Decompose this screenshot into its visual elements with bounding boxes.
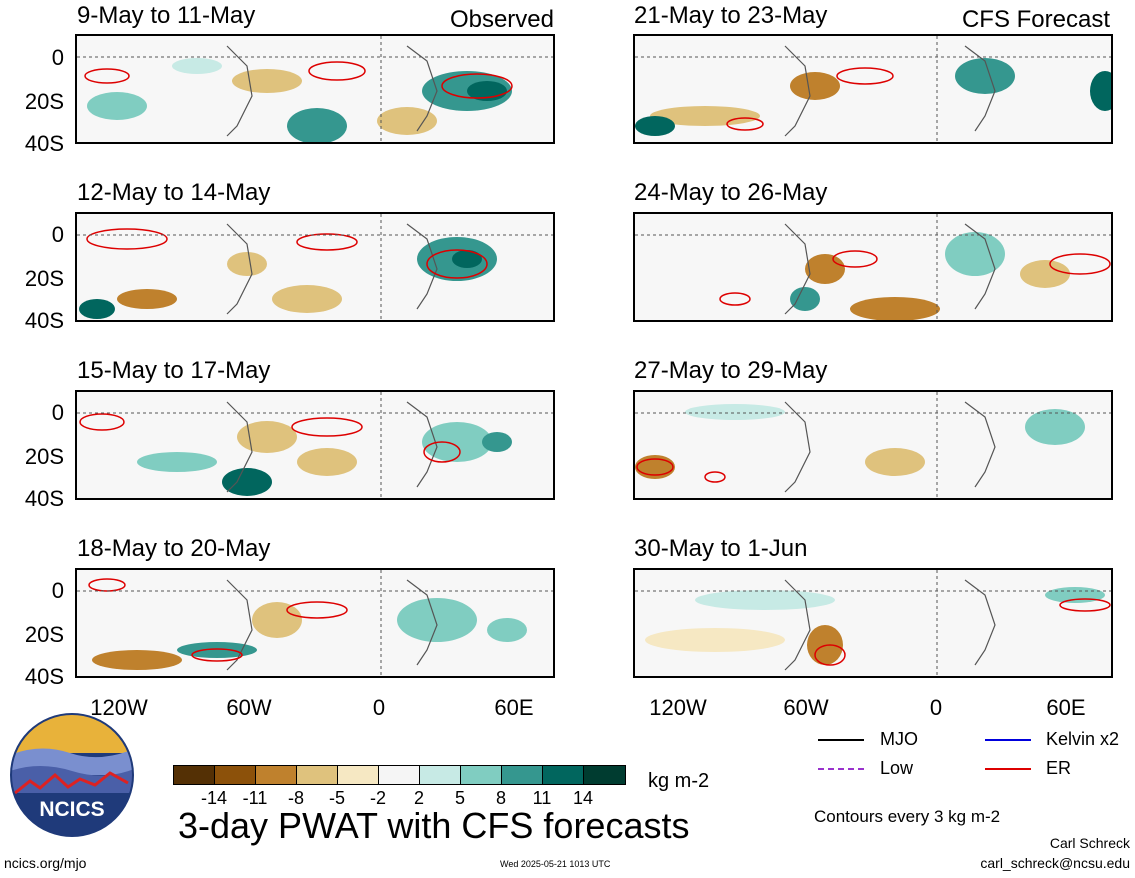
lat-label-40s: 40S xyxy=(24,308,64,333)
colorbar-swatch xyxy=(255,765,297,785)
pwat-map-4 xyxy=(77,570,553,676)
map-panel xyxy=(75,568,555,678)
panel-title-left-3: 15-May to 17-May xyxy=(77,357,271,384)
colorbar-label: 5 xyxy=(454,788,465,808)
colorbar-label: -2 xyxy=(369,788,386,808)
colorbar-label: -14 xyxy=(200,788,227,808)
colorbar-swatch xyxy=(583,765,626,785)
colorbar-label: -11 xyxy=(242,788,268,808)
lat-label-40s: 40S xyxy=(24,131,64,156)
ncics-logo: NCICS xyxy=(10,713,134,837)
map-panel xyxy=(633,568,1113,678)
legend-label-low: Low xyxy=(880,758,914,778)
map-panel xyxy=(75,34,555,144)
legend-line-er xyxy=(985,768,1031,770)
colorbar-label: -5 xyxy=(328,788,345,808)
logo-text: NCICS xyxy=(39,798,104,821)
map-panel xyxy=(633,212,1113,322)
colorbar-swatch xyxy=(214,765,256,785)
colorbar-label: 14 xyxy=(572,788,594,808)
lat-label-40s: 40S xyxy=(24,664,64,689)
author-email[interactable]: carl_schreck@ncsu.edu xyxy=(980,855,1130,871)
map-panel xyxy=(633,34,1113,144)
colorbar-swatch xyxy=(173,765,215,785)
cfs-forecast-label: CFS Forecast xyxy=(961,6,1110,33)
colorbar-swatch xyxy=(460,765,502,785)
lon-label-120w: 120W xyxy=(90,695,148,720)
pwat-map-5 xyxy=(635,36,1111,142)
observed-label: Observed xyxy=(449,6,554,33)
contour-note: Contours every 3 kg m-2 xyxy=(814,807,1001,826)
legend-label-er: ER xyxy=(1046,758,1072,778)
legend-label-kelvin: Kelvin x2 xyxy=(1046,729,1120,749)
legend-label-mjo: MJO xyxy=(880,729,918,749)
pwat-map-8 xyxy=(635,570,1111,676)
lat-label-0: 0 xyxy=(51,578,64,603)
map-panel xyxy=(75,390,555,500)
legend-line-low xyxy=(818,768,864,770)
panel-title-right-1: 21-May to 23-May xyxy=(634,2,828,29)
pwat-map-3 xyxy=(77,392,553,498)
lon-label-60e: 60E xyxy=(1046,695,1086,720)
pwat-map-7 xyxy=(635,392,1111,498)
colorbar-swatch xyxy=(337,765,379,785)
timestamp: Wed 2025-05-21 1013 UTC xyxy=(500,859,611,869)
main-title: 3-day PWAT with CFS forecasts xyxy=(178,805,690,846)
lon-label-60w: 60W xyxy=(783,695,829,720)
panel-title-right-3: 27-May to 29-May xyxy=(634,357,828,384)
lon-label-60w: 60W xyxy=(226,695,272,720)
colorbar-unit: kg m-2 xyxy=(648,770,710,792)
lat-label-20s: 20S xyxy=(24,444,64,469)
colorbar-label: 2 xyxy=(413,788,424,808)
colorbar-label: -8 xyxy=(287,788,304,808)
legend-line-kelvin xyxy=(985,739,1031,741)
colorbar-swatch xyxy=(378,765,420,785)
panel-title-right-4: 30-May to 1-Jun xyxy=(634,535,808,562)
pwat-map-2 xyxy=(77,214,553,320)
lat-label-20s: 20S xyxy=(24,89,64,114)
pwat-map-1 xyxy=(77,36,553,142)
site-link[interactable]: ncics.org/mjo xyxy=(4,855,87,871)
colorbar-swatch xyxy=(542,765,584,785)
colorbar-swatch xyxy=(419,765,461,785)
legend-line-mjo xyxy=(818,739,864,741)
pwat-map-6 xyxy=(635,214,1111,320)
lon-label-0: 0 xyxy=(372,695,386,720)
colorbar-label: 8 xyxy=(495,788,506,808)
colorbar-swatch xyxy=(501,765,543,785)
panel-title-left-1: 9-May to 11-May xyxy=(77,2,256,29)
lat-label-0: 0 xyxy=(51,400,64,425)
map-panel xyxy=(75,212,555,322)
colorbar-label: 11 xyxy=(532,788,552,808)
lon-label-120w: 120W xyxy=(649,695,707,720)
lat-label-20s: 20S xyxy=(24,266,64,291)
colorbar-swatch xyxy=(296,765,338,785)
panel-title-left-4: 18-May to 20-May xyxy=(77,535,271,562)
map-panel xyxy=(633,390,1113,500)
lon-label-60e: 60E xyxy=(494,695,534,720)
lat-label-0: 0 xyxy=(51,222,64,247)
lon-label-0: 0 xyxy=(929,695,943,720)
lat-label-20s: 20S xyxy=(24,622,64,647)
author-name: Carl Schreck xyxy=(1049,835,1130,851)
lat-label-40s: 40S xyxy=(24,486,64,511)
panel-title-right-2: 24-May to 26-May xyxy=(634,179,828,206)
lat-label-0: 0 xyxy=(51,45,64,70)
panel-title-left-2: 12-May to 14-May xyxy=(77,179,271,206)
